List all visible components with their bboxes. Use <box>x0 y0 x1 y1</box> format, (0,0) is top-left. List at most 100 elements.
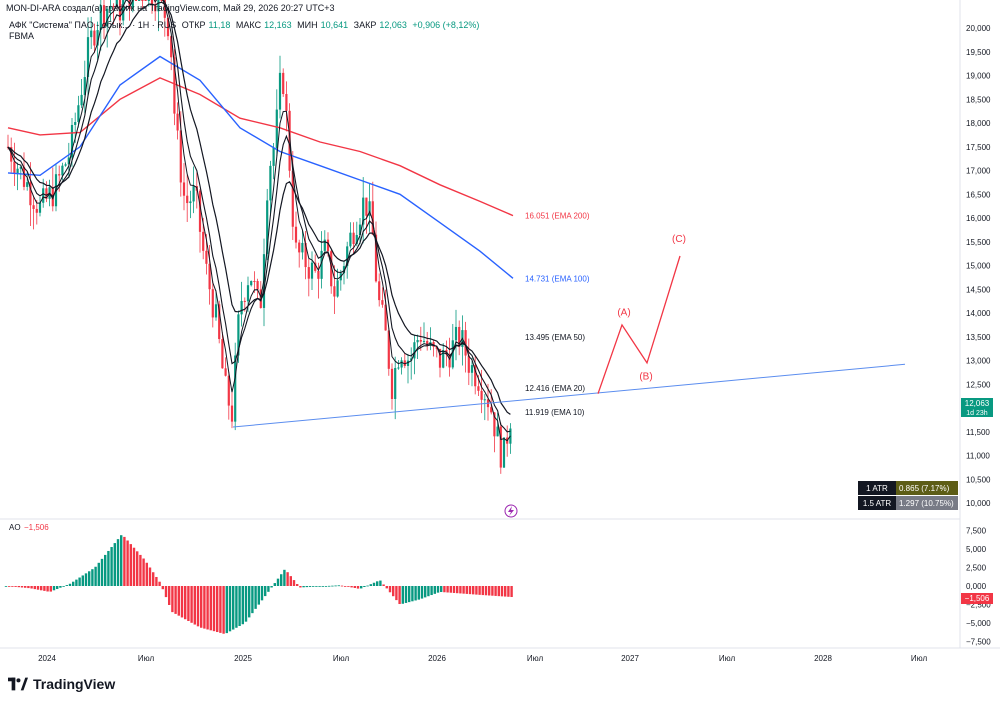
ao-bar <box>484 586 488 596</box>
candle-body <box>38 202 42 213</box>
ao-bar <box>132 547 136 586</box>
atr-label: 1.5 ATR <box>863 499 892 508</box>
ao-bar <box>24 586 27 588</box>
ao-bar <box>331 585 334 587</box>
candle-body <box>246 285 250 302</box>
candle-body <box>323 239 326 251</box>
candle-body <box>122 0 125 21</box>
candle-body <box>458 326 461 347</box>
price-tick-label: 15,500 <box>966 238 991 247</box>
ao-bar <box>62 586 65 587</box>
tradingview-brand[interactable]: TradingView <box>8 676 115 692</box>
ao-bar <box>472 586 475 595</box>
candle-body <box>154 4 157 12</box>
candle-body <box>234 355 237 422</box>
ao-bar <box>414 586 417 601</box>
ema-10-line <box>7 0 511 442</box>
candle-body <box>422 340 426 342</box>
ao-bar <box>129 544 132 586</box>
ao-bar <box>369 584 372 586</box>
candle-body <box>186 195 189 204</box>
candle-body <box>138 0 141 1</box>
ao-bar <box>155 576 158 586</box>
candle-body <box>474 365 477 387</box>
candle-body <box>387 330 390 369</box>
candle-body <box>320 250 323 279</box>
price-tick-label: 11,500 <box>966 428 990 437</box>
tradingview-logo-icon <box>8 677 28 691</box>
symbol-name[interactable]: АФК "Система" ПАО - обык... · 1Н · RUS <box>9 20 177 30</box>
candle-body <box>256 281 259 290</box>
ao-bar <box>180 586 184 618</box>
atr-label: 1 ATR <box>866 484 888 493</box>
ao-bar <box>452 586 456 593</box>
candle-body <box>150 0 154 5</box>
candle-body <box>80 94 83 106</box>
candle-body <box>182 182 186 196</box>
candle-body <box>170 36 173 58</box>
ao-bar <box>30 586 33 589</box>
candle-body <box>294 226 298 243</box>
candle-body <box>266 200 269 255</box>
low-value: 10,641 <box>320 20 349 30</box>
ao-bar <box>388 586 392 593</box>
candle-body <box>342 266 346 274</box>
ao-bar <box>315 586 318 587</box>
ema-50-line <box>7 1 511 415</box>
ao-bar <box>337 585 340 587</box>
ao-tick-label: 7,500 <box>966 527 987 536</box>
candle-body <box>227 375 230 406</box>
lightning-icon[interactable] <box>504 504 518 518</box>
candle-body <box>99 5 102 31</box>
ao-value: −1,506 <box>24 523 49 532</box>
ao-bar <box>504 586 507 597</box>
candle-body <box>134 0 138 1</box>
ao-bar <box>68 583 72 586</box>
ao-bar <box>430 586 433 596</box>
ao-bar <box>299 586 302 588</box>
candle-body <box>477 386 480 391</box>
ao-bar <box>497 586 500 597</box>
bar-countdown: 1d 23h <box>966 410 988 417</box>
candle-body <box>221 339 224 369</box>
candle-body <box>58 174 61 176</box>
candle-body <box>90 30 93 38</box>
ao-bar <box>395 586 398 601</box>
last-price-value: 12,063 <box>965 399 990 408</box>
ao-bar <box>440 586 443 593</box>
atr-value-box <box>896 481 958 495</box>
candle-body <box>32 205 35 209</box>
atr-value-box <box>896 496 958 510</box>
price-tick-label: 13,000 <box>966 357 991 366</box>
ao-bar <box>238 586 241 626</box>
candle-body <box>333 286 336 297</box>
candle-body <box>272 147 275 166</box>
ao-bar <box>46 586 49 592</box>
ao-bar <box>91 569 94 586</box>
ao-bar <box>251 586 254 614</box>
low-label: МИН <box>297 20 318 30</box>
ao-bar <box>36 586 40 590</box>
ao-bar <box>324 586 328 587</box>
wave-label: (C) <box>672 234 686 245</box>
ao-bar <box>145 562 148 586</box>
ema-100-line <box>7 55 514 279</box>
close-label: ЗАКР <box>353 20 377 30</box>
ao-value-tag <box>961 593 993 604</box>
ao-bar <box>65 585 68 586</box>
candle-body <box>202 231 205 251</box>
candle-body <box>483 399 486 401</box>
ao-bar <box>11 586 14 587</box>
high-value: 12,163 <box>264 20 292 30</box>
candle-body <box>163 0 166 18</box>
candle-body <box>397 367 400 369</box>
candle-body <box>275 109 278 148</box>
candle-body <box>278 72 282 110</box>
candle-body <box>490 407 493 413</box>
ao-bar <box>168 586 171 605</box>
candle-body <box>144 0 147 1</box>
price-tick-label: 19,500 <box>966 48 991 57</box>
ao-bar <box>248 586 251 618</box>
candle-body <box>307 267 310 279</box>
